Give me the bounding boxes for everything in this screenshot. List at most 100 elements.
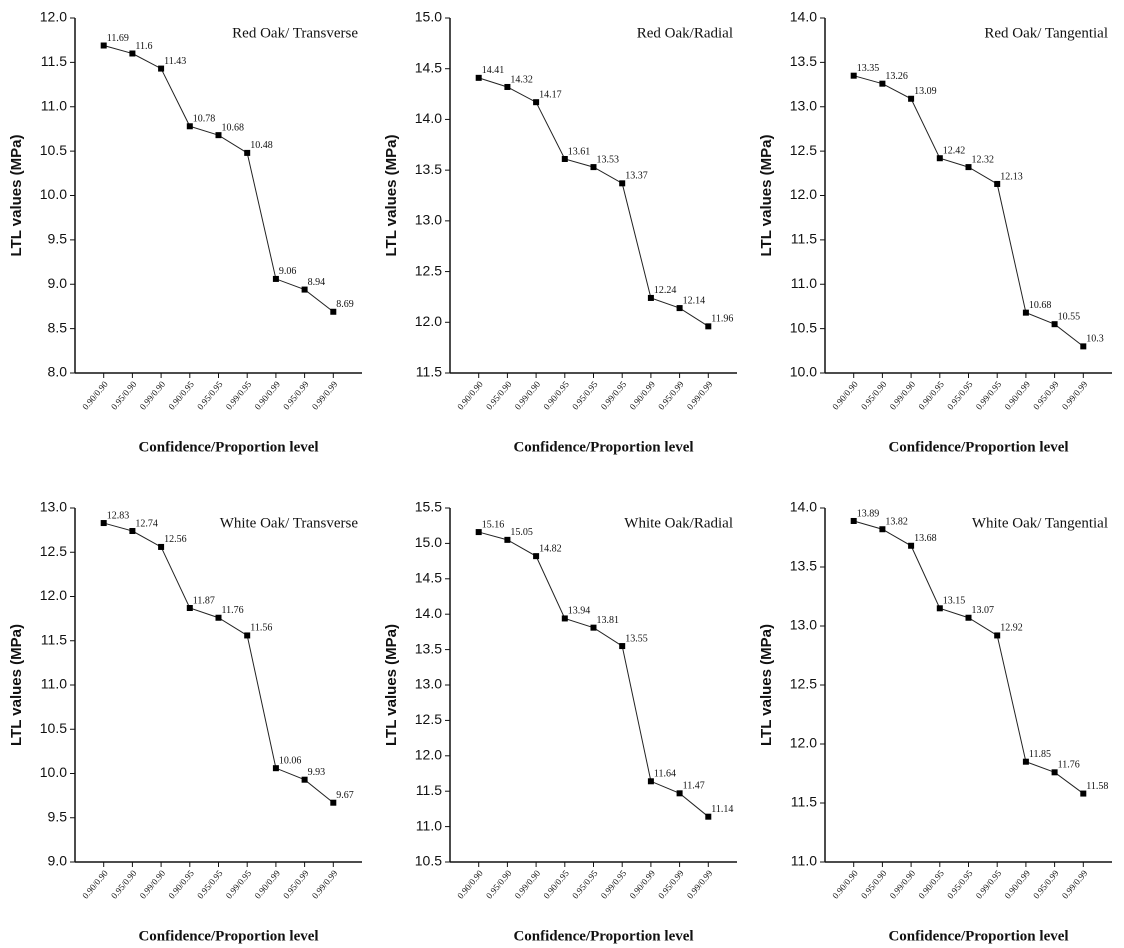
y-tick-label: 15.0 bbox=[415, 534, 442, 550]
y-axis-label: LTL values (MPa) bbox=[383, 624, 400, 746]
data-point bbox=[244, 632, 251, 639]
x-tick-label: 0.95/0.90 bbox=[484, 868, 514, 901]
data-label: 14.82 bbox=[539, 543, 562, 554]
chart-title: White Oak/ Tangential bbox=[972, 515, 1108, 531]
y-tick-label: 10.0 bbox=[790, 364, 817, 380]
y-tick-label: 14.0 bbox=[790, 499, 817, 515]
y-tick-label: 12.0 bbox=[415, 313, 442, 329]
data-point bbox=[100, 520, 107, 527]
data-point bbox=[301, 776, 308, 783]
y-tick-label: 14.0 bbox=[415, 605, 442, 621]
data-point bbox=[186, 605, 193, 612]
data-point bbox=[272, 275, 279, 282]
x-tick-label: 0.90/0.90 bbox=[455, 379, 485, 412]
data-point bbox=[215, 614, 222, 621]
x-tick-label: 0.90/0.95 bbox=[166, 379, 196, 412]
x-tick-label: 0.90/0.90 bbox=[80, 868, 110, 901]
chart-title: Red Oak/ Tangential bbox=[984, 25, 1108, 41]
data-point bbox=[475, 74, 482, 81]
x-tick-label: 0.90/0.99 bbox=[627, 379, 657, 412]
x-tick-label: 0.90/0.99 bbox=[1002, 379, 1032, 412]
x-tick-label: 0.99/0.95 bbox=[224, 379, 254, 412]
x-tick-label: 0.99/0.90 bbox=[888, 868, 918, 901]
y-tick-label: 15.0 bbox=[415, 9, 442, 25]
x-tick-label: 0.90/0.90 bbox=[830, 379, 860, 412]
data-label: 13.53 bbox=[597, 154, 620, 165]
data-label: 12.14 bbox=[683, 295, 706, 306]
y-tick-label: 11.0 bbox=[41, 676, 67, 692]
data-label: 10.55 bbox=[1058, 311, 1081, 322]
data-point bbox=[561, 615, 568, 622]
x-tick-label: 0.95/0.95 bbox=[195, 868, 225, 901]
x-tick-label: 0.99/0.90 bbox=[513, 868, 543, 901]
data-point bbox=[533, 553, 540, 560]
y-tick-label: 11.5 bbox=[416, 364, 442, 380]
data-label: 9.67 bbox=[336, 790, 354, 801]
data-label: 10.78 bbox=[193, 114, 216, 125]
data-label: 10.68 bbox=[222, 122, 245, 133]
data-label: 12.42 bbox=[943, 146, 966, 157]
data-point bbox=[850, 72, 857, 79]
y-tick-label: 9.5 bbox=[48, 231, 68, 247]
data-point bbox=[1080, 790, 1087, 797]
data-point bbox=[619, 180, 626, 187]
y-tick-label: 13.0 bbox=[40, 499, 67, 515]
x-axis-label: Confidence/Proportion level bbox=[888, 928, 1068, 944]
y-tick-label: 13.0 bbox=[415, 212, 442, 228]
data-label: 9.93 bbox=[308, 767, 326, 778]
data-point bbox=[590, 624, 597, 631]
x-axis-label: Confidence/Proportion level bbox=[513, 439, 693, 455]
data-point bbox=[965, 614, 972, 621]
y-tick-label: 10.5 bbox=[415, 853, 442, 869]
x-tick-label: 0.95/0.99 bbox=[1031, 379, 1061, 412]
x-axis-label: Confidence/Proportion level bbox=[138, 928, 318, 944]
data-point bbox=[676, 790, 683, 797]
y-tick-label: 11.0 bbox=[416, 817, 442, 833]
data-point bbox=[158, 543, 165, 550]
data-point bbox=[330, 308, 337, 315]
data-label: 14.17 bbox=[539, 89, 562, 100]
data-label: 13.26 bbox=[885, 71, 908, 82]
data-point bbox=[244, 149, 251, 156]
y-tick-label: 14.5 bbox=[415, 59, 442, 75]
y-tick-label: 11.5 bbox=[41, 631, 67, 647]
x-tick-label: 0.95/0.99 bbox=[656, 868, 686, 901]
data-label: 12.13 bbox=[1000, 171, 1023, 182]
x-tick-label: 0.95/0.95 bbox=[945, 379, 975, 412]
y-tick-label: 10.5 bbox=[40, 720, 67, 736]
data-label: 8.94 bbox=[308, 277, 326, 288]
y-tick-label: 12.5 bbox=[40, 543, 67, 559]
x-tick-label: 0.99/0.90 bbox=[138, 868, 168, 901]
chart-title: Red Oak/ Transverse bbox=[232, 25, 358, 41]
x-tick-label: 0.95/0.90 bbox=[859, 868, 889, 901]
data-label: 11.43 bbox=[164, 56, 186, 67]
y-tick-label: 14.0 bbox=[790, 9, 817, 25]
data-label: 11.69 bbox=[107, 33, 129, 44]
y-axis-label: LTL values (MPa) bbox=[8, 624, 25, 746]
data-point bbox=[705, 813, 712, 820]
data-point bbox=[936, 155, 943, 162]
y-tick-label: 9.0 bbox=[48, 275, 68, 291]
x-axis-label: Confidence/Proportion level bbox=[138, 439, 318, 455]
data-label: 13.61 bbox=[568, 146, 591, 157]
x-tick-label: 0.90/0.95 bbox=[541, 868, 571, 901]
data-label: 10.06 bbox=[279, 755, 302, 766]
y-tick-label: 10.0 bbox=[40, 764, 67, 780]
y-axis-label: LTL values (MPa) bbox=[8, 135, 25, 257]
x-tick-label: 0.99/0.99 bbox=[310, 868, 340, 901]
data-point bbox=[330, 799, 337, 806]
x-axis-label: Confidence/Proportion level bbox=[513, 928, 693, 944]
x-tick-label: 0.90/0.99 bbox=[627, 868, 657, 901]
x-tick-label: 0.99/0.99 bbox=[1060, 379, 1090, 412]
data-label: 11.64 bbox=[654, 769, 676, 780]
x-axis-label: Confidence/Proportion level bbox=[888, 439, 1068, 455]
y-tick-label: 14.5 bbox=[415, 570, 442, 586]
data-point bbox=[215, 132, 222, 139]
data-point bbox=[129, 528, 136, 535]
data-label: 13.09 bbox=[914, 86, 937, 97]
data-label: 13.94 bbox=[568, 606, 591, 617]
x-tick-label: 0.95/0.95 bbox=[195, 379, 225, 412]
y-tick-label: 13.5 bbox=[790, 53, 817, 69]
y-tick-label: 13.0 bbox=[415, 676, 442, 692]
